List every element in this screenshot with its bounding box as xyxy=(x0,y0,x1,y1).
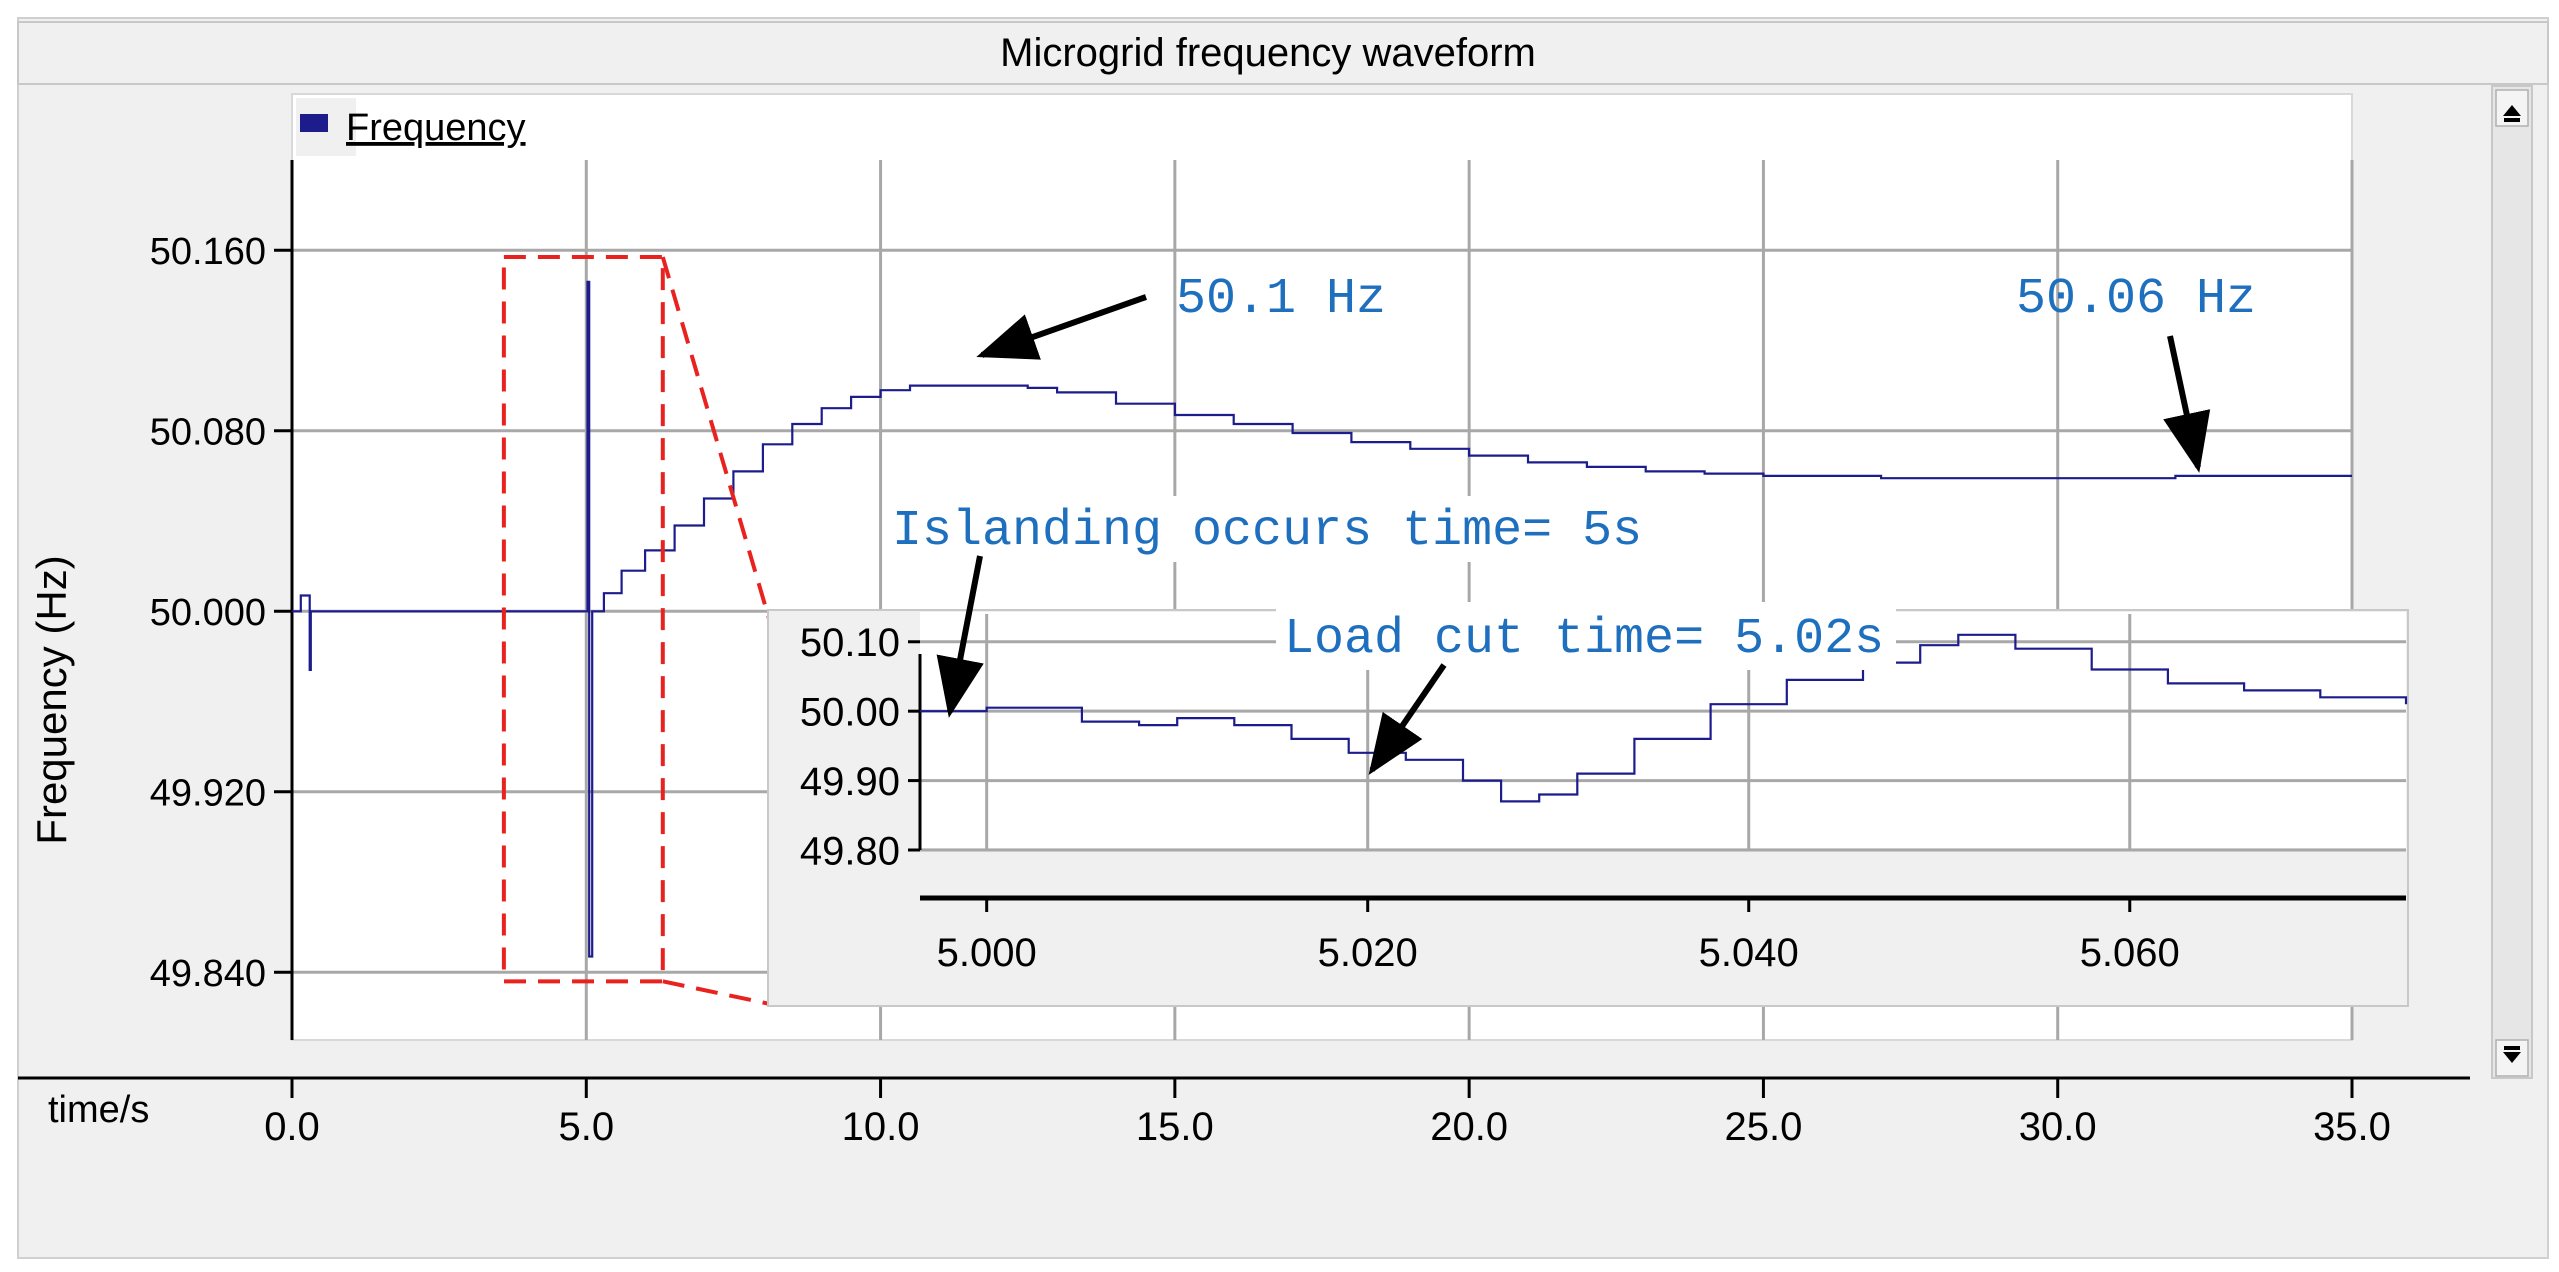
x-tick-label: 25.0 xyxy=(1724,1105,1802,1149)
annotation-loadcut-bg xyxy=(1276,602,1896,670)
legend-swatch xyxy=(300,114,328,132)
arrow-down-icon-bar xyxy=(2504,1046,2520,1050)
annotation-islanding-bg xyxy=(890,496,1636,562)
annotation-loadcut: Load cut time= 5.02s xyxy=(1284,611,1884,668)
x-tick-label: 30.0 xyxy=(2019,1105,2097,1149)
zoom-region xyxy=(501,255,772,1006)
title-bar xyxy=(17,21,2549,85)
zoom-connector-bottom xyxy=(662,979,771,1006)
inset-y-tick-labels: 50.10 50.00 49.90 49.80 xyxy=(800,621,900,873)
main-y-tick-labels: 50.160 50.080 50.000 49.920 49.840 xyxy=(150,231,266,995)
inset-grid xyxy=(920,614,2406,852)
y-tick-label: 50.160 xyxy=(150,231,266,273)
y-tick-label: 50.000 xyxy=(150,592,266,634)
y-tick-label: 49.920 xyxy=(150,772,266,814)
x-tick-label: 10.0 xyxy=(842,1105,920,1149)
y-tick-label: 50.00 xyxy=(800,691,900,735)
chart-title: Microgrid frequency waveform xyxy=(1000,31,1536,75)
x-axis-label: time/s xyxy=(48,1089,149,1131)
arrow-down-icon xyxy=(2503,1052,2521,1063)
x-tick-label: 20.0 xyxy=(1430,1105,1508,1149)
inset-x-tick-labels: 5.000 5.020 5.040 5.060 xyxy=(937,931,2180,975)
inset-series xyxy=(920,633,2408,803)
annotation-arrow-islanding xyxy=(936,555,984,718)
annotation-islanding: Islanding occurs time= 5s xyxy=(892,503,1642,560)
x-tick-label: 5.020 xyxy=(1318,931,1418,975)
x-tick-label: 0.0 xyxy=(264,1105,320,1149)
main-x-tick-labels: 0.0 5.0 10.0 15.0 20.0 25.0 30.0 35.0 xyxy=(264,1105,2391,1149)
y-tick-label: 49.80 xyxy=(800,829,900,873)
y-tick-label: 50.080 xyxy=(150,411,266,453)
annotation-arrow-loadcut xyxy=(1368,663,1447,775)
x-tick-label: 5.040 xyxy=(1699,931,1799,975)
annotations: 50.1 Hz 50.06 Hz Islanding occurs time= … xyxy=(890,271,2256,775)
vertical-scrollbar[interactable] xyxy=(2491,85,2533,1079)
x-tick-label: 5.0 xyxy=(558,1105,614,1149)
x-tick-label: 35.0 xyxy=(2313,1105,2391,1149)
arrow-up-icon-bar xyxy=(2504,118,2520,122)
inset-axes xyxy=(908,640,2406,912)
y-tick-label: 49.840 xyxy=(150,953,266,995)
zoom-connector-top xyxy=(660,256,772,623)
y-tick-label: 50.10 xyxy=(800,621,900,665)
y-axis-label: Frequency (Hz) xyxy=(28,555,75,844)
zoom-box xyxy=(501,255,665,984)
annotation-arrow-peak xyxy=(976,294,1148,360)
x-tick-label: 5.060 xyxy=(2080,931,2180,975)
annotation-steady: 50.06 Hz xyxy=(2016,271,2256,328)
y-tick-label: 49.90 xyxy=(800,760,900,804)
x-tick-label: 5.000 xyxy=(937,931,1037,975)
annotation-arrow-steady xyxy=(2163,335,2211,473)
arrow-up-icon xyxy=(2503,105,2521,116)
legend-label[interactable]: Frequency xyxy=(346,107,526,149)
series-line-frequency xyxy=(292,280,2352,958)
x-tick-label: 15.0 xyxy=(1136,1105,1214,1149)
annotation-peak: 50.1 Hz xyxy=(1176,271,1386,328)
series-line-frequency xyxy=(920,633,2408,803)
main-axes xyxy=(18,160,2470,1098)
main-series xyxy=(292,280,2352,958)
